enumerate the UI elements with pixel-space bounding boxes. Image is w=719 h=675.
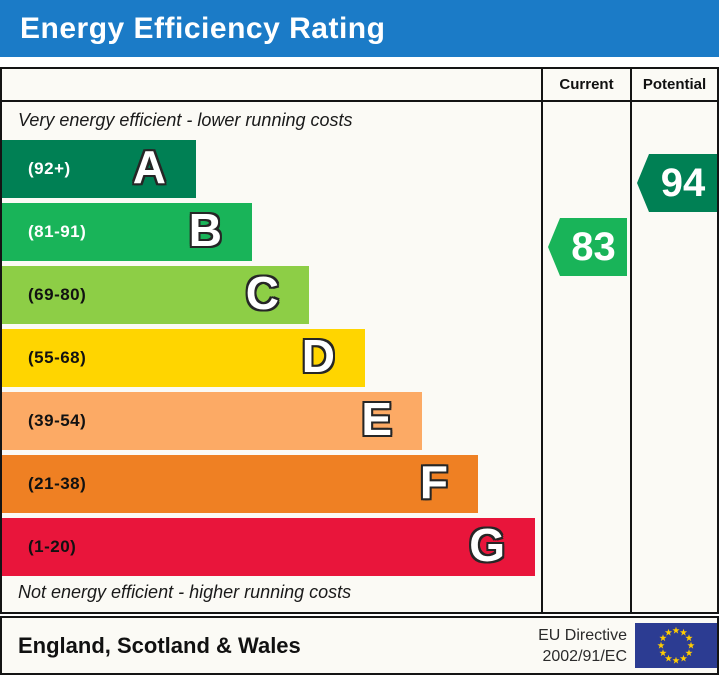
band-f: (21-38) F	[2, 455, 478, 513]
current-rating-arrow: 83	[548, 218, 627, 276]
band-range: (55-68)	[28, 348, 87, 367]
band-letter: G	[469, 519, 505, 572]
band-letter: D	[301, 330, 335, 383]
band-e: (39-54) E	[2, 392, 422, 450]
eu-directive-text: EU Directive 2002/91/EC	[538, 625, 627, 667]
band-b: (81-91) B	[2, 203, 252, 261]
band-g: (1-20) G	[2, 518, 535, 576]
eu-directive-line1: EU Directive	[538, 626, 627, 644]
region-label: England, Scotland & Wales	[18, 632, 301, 658]
potential-rating-arrow: 94	[637, 154, 717, 212]
band-range: (1-20)	[28, 537, 77, 556]
bottom-caption: Not energy efficient - higher running co…	[18, 582, 352, 602]
band-letter: F	[419, 456, 448, 509]
band-letter: C	[245, 267, 279, 320]
band-letter: A	[132, 141, 166, 194]
band-range: (69-80)	[28, 285, 87, 304]
band-range: (21-38)	[28, 474, 87, 493]
band-letter: E	[361, 393, 392, 446]
potential-column-divider	[630, 69, 632, 612]
potential-column-header: Potential	[642, 76, 707, 93]
band-range: (92+)	[28, 159, 71, 178]
current-rating-value: 83	[571, 224, 616, 269]
header-row	[2, 69, 717, 102]
current-column-divider	[541, 69, 543, 612]
band-letter: B	[188, 204, 222, 257]
page-title: Energy Efficiency Rating	[20, 11, 386, 45]
band-range: (81-91)	[28, 222, 87, 241]
band-d: (55-68) D	[2, 329, 365, 387]
footer: England, Scotland & Wales EU Directive 2…	[0, 616, 719, 675]
band-a: (92+) A	[2, 140, 196, 198]
title-bar: Energy Efficiency Rating	[0, 0, 719, 57]
potential-rating-value: 94	[660, 160, 706, 205]
eu-directive-line2: 2002/91/EC	[542, 647, 627, 665]
bands-list: (92+) A (81-91) B (69-80) C (55-68) D (3…	[2, 140, 535, 581]
top-caption: Very energy efficient - lower running co…	[18, 110, 353, 130]
current-column-header: Current	[559, 76, 614, 93]
energy-efficiency-rating-chart: Current Potential Very energy efficient …	[0, 67, 719, 614]
eu-flag-icon	[635, 623, 717, 668]
band-range: (39-54)	[28, 411, 87, 430]
band-c: (69-80) C	[2, 266, 309, 324]
